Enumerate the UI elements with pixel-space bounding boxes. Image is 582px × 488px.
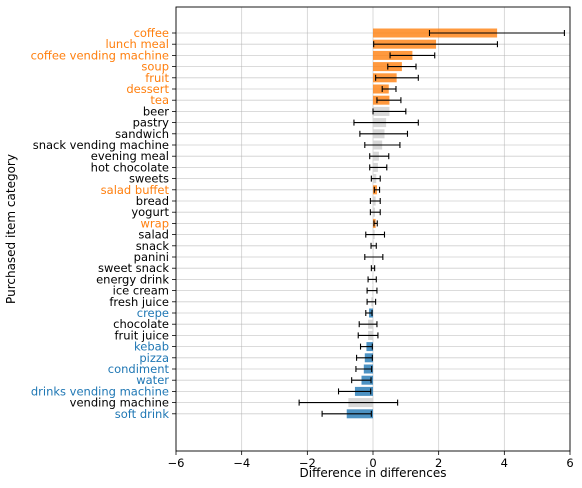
y-tick-label: sweets: [129, 172, 169, 186]
x-tick-label: 0: [369, 456, 376, 470]
y-tick-label: fresh juice: [109, 295, 169, 309]
x-tick-label: 4: [501, 456, 508, 470]
x-axis-label: Difference in differences: [300, 466, 447, 480]
y-tick-label: soup: [141, 60, 169, 74]
x-axis: −6 −4 −2 0 2 4 6: [168, 451, 574, 470]
y-tick-label: soft drink: [115, 407, 170, 421]
y-tick-label: beer: [143, 104, 169, 118]
y-tick-label: condiment: [108, 362, 170, 376]
plot-area: [175, 6, 571, 452]
x-tick-label: −6: [168, 456, 185, 470]
y-tick-label: hot chocolate: [91, 160, 169, 174]
y-tick-label: kebab: [134, 340, 169, 354]
y-tick-label: evening meal: [91, 149, 169, 163]
y-tick-label: water: [136, 373, 169, 387]
y-tick-label: fruit juice: [114, 328, 169, 342]
y-tick-label: panini: [134, 250, 169, 264]
y-tick-label: tea: [150, 93, 169, 107]
y-tick-label: sandwich: [115, 127, 169, 141]
y-tick-label: snack: [136, 239, 170, 253]
y-tick-label: salad: [138, 228, 169, 242]
y-tick-label: pizza: [139, 351, 169, 365]
x-tick-label: 2: [435, 456, 442, 470]
y-tick-label: crepe: [137, 306, 169, 320]
bar: [373, 84, 389, 94]
y-tick-label: bread: [136, 194, 169, 208]
error-bars: [298, 30, 565, 417]
y-tick-label: coffee vending machine: [31, 48, 169, 62]
y-tick-label: vending machine: [70, 396, 169, 410]
y-tick-label: sweet snack: [98, 261, 169, 275]
y-axis-label: Purchased item category: [4, 154, 18, 304]
y-tick-label: lunch meal: [105, 37, 169, 51]
x-tick-label: 6: [566, 456, 573, 470]
y-tick-label: yogurt: [131, 205, 169, 219]
y-tick-label: drinks vending machine: [31, 384, 169, 398]
y-tick-label: wrap: [141, 216, 169, 230]
y-tick-label: pastry: [133, 116, 170, 130]
y-tick-label: chocolate: [113, 317, 169, 331]
y-tick-label: dessert: [126, 82, 169, 96]
y-tick-label: energy drink: [96, 272, 169, 286]
y-tick-label: fruit: [145, 71, 169, 85]
y-tick-label: coffee: [134, 26, 169, 40]
x-tick-label: −4: [233, 456, 250, 470]
y-tick-label: salad buffet: [101, 183, 170, 197]
y-tick-label: ice cream: [113, 284, 169, 298]
x-tick-label: −2: [299, 456, 316, 470]
y-tick-label: snack vending machine: [33, 138, 169, 152]
